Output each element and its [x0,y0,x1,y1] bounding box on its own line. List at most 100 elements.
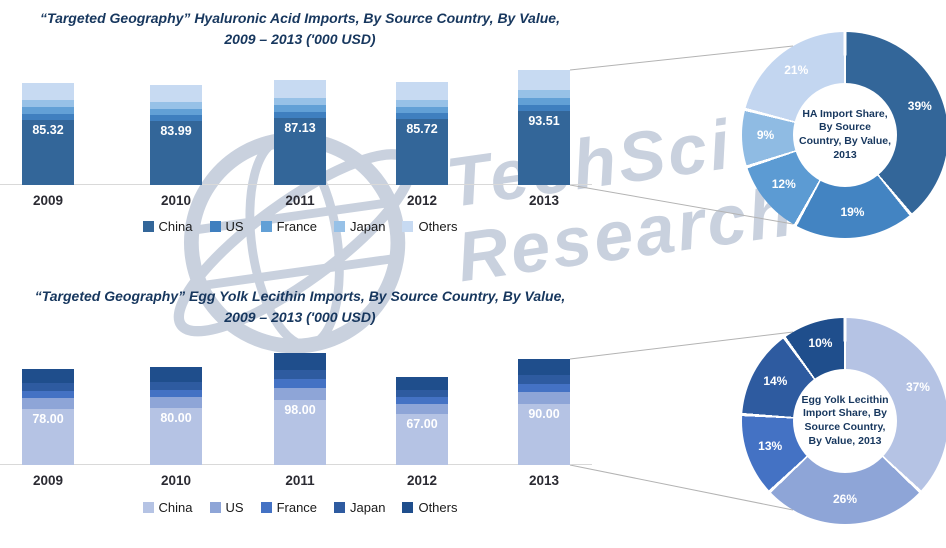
bar-segment-france [22,107,74,114]
legend-label: Japan [350,500,386,515]
legend-label: Others [418,500,458,515]
bar-segment-us [274,387,326,401]
legend-label: France [276,500,318,515]
donut-pct-label-japan: 14% [763,373,788,388]
bar-segment-japan [150,102,202,110]
title-line-1: “Targeted Geography” Hyaluronic Acid Imp… [40,10,560,26]
x-axis-tick-label: 2009 [32,193,64,208]
stacked-bar-2009: 85.32 [22,82,74,185]
callout-line [569,45,794,71]
ha-import-share-donut: HA Import Share, By Source Country, By V… [742,32,946,238]
bar-value-label: 85.72 [406,122,438,137]
legend-swatch [402,502,414,513]
legend-label: Others [418,219,458,234]
bar-segment-us [274,111,326,118]
bar-segment-others [518,359,570,376]
legend-label: China [158,500,193,515]
bar-segment-china [22,119,74,185]
bar-segment-us [396,404,448,414]
bar-segment-us [396,113,448,120]
legend-swatch [142,221,154,232]
donut-center-label: Egg Yolk Lecithin Import Share, By Sourc… [801,393,889,447]
legend-swatch [402,221,414,232]
legend-swatch [260,502,272,513]
bar-segment-china [518,403,570,465]
bar-segment-japan [518,89,570,98]
stacked-bar-2009: 78.00 [22,368,74,465]
bar-segment-us [518,392,570,404]
legend-label: France [276,219,318,234]
x-axis-tick-label: 2010 [160,473,192,488]
donut-pct-label-china: 39% [907,99,932,114]
stacked-bar-2012: 67.00 [396,377,448,465]
bar-value-label: 78.00 [32,412,64,427]
legend-swatch [260,221,272,232]
donut-pct-label-china: 37% [905,380,930,395]
legend-label: China [158,219,193,234]
bar-segment-france [396,397,448,405]
donut-pct-label-others: 10% [808,336,833,351]
legend-item-us: US [209,500,244,515]
donut-center: Egg Yolk Lecithin Import Share, By Sourc… [793,369,897,473]
legend-item-others: Others [402,500,457,515]
legend-swatch [142,502,154,513]
bar-value-label: 67.00 [406,416,438,431]
bar-segment-us [22,113,74,120]
legend-item-japan: Japan [334,500,385,515]
bar-value-label: 90.00 [528,406,560,421]
bar-value-label: 83.99 [160,124,192,139]
bar-segment-us [518,104,570,112]
bar-segment-china [518,111,570,185]
ha-legend: China US France Japan Others [0,219,600,234]
bar-segment-france [518,383,570,393]
bar-segment-japan [274,369,326,379]
bar-segment-china [150,408,202,465]
bar-segment-others [274,80,326,98]
bar-segment-france [150,389,202,398]
bar-segment-others [150,85,202,103]
bar-segment-others [150,366,202,382]
bar-value-label: 85.32 [32,122,64,137]
bar-segment-japan [396,390,448,398]
stacked-bar-2010: 80.00 [150,366,202,465]
bar-segment-japan [22,383,74,391]
x-axis-tick-label: 2012 [406,473,438,488]
bar-segment-others [396,377,448,391]
bar-segment-others [274,353,326,370]
bar-segment-china [22,409,74,465]
donut-center-label: HA Import Share, By Source Country, By V… [799,107,891,161]
legend-item-china: China [142,500,193,515]
legend-swatch [334,221,346,232]
title-line-2: 2009 – 2013 ('000 USD) [224,31,376,47]
bar-segment-france [396,106,448,114]
legend-item-us: US [209,219,244,234]
bar-segment-france [518,97,570,105]
bar-value-label: 93.51 [528,114,560,129]
bar-segment-japan [274,97,326,106]
legend-item-others: Others [402,219,457,234]
x-axis-tick-label: 2013 [528,473,560,488]
bar-segment-us [150,115,202,122]
x-axis-tick-label: 2011 [285,473,315,488]
bar-value-label: 98.00 [284,403,316,418]
donut-pct-label-france: 13% [758,438,783,453]
donut-pct-label-france: 12% [771,176,796,191]
donut-pct-label-us: 26% [832,491,858,506]
bar-segment-us [150,397,202,409]
stacked-bar-2013: 93.51 [518,70,570,185]
eyl-legend: China US France Japan Others [0,500,600,515]
bar-segment-others [396,82,448,100]
bar-segment-china [274,400,326,465]
stacked-bar-2011: 98.00 [274,353,326,465]
x-axis-tick-label: 2009 [32,473,64,488]
bar-value-label: 80.00 [160,411,192,426]
eyl-import-share-donut: Egg Yolk Lecithin Import Share, By Sourc… [742,318,946,524]
bar-segment-japan [518,375,570,384]
bar-segment-japan [396,99,448,107]
bar-segment-france [150,109,202,116]
legend-label: Japan [350,219,386,234]
bar-segment-others [518,70,570,90]
donut-pct-label-us: 19% [840,205,865,220]
